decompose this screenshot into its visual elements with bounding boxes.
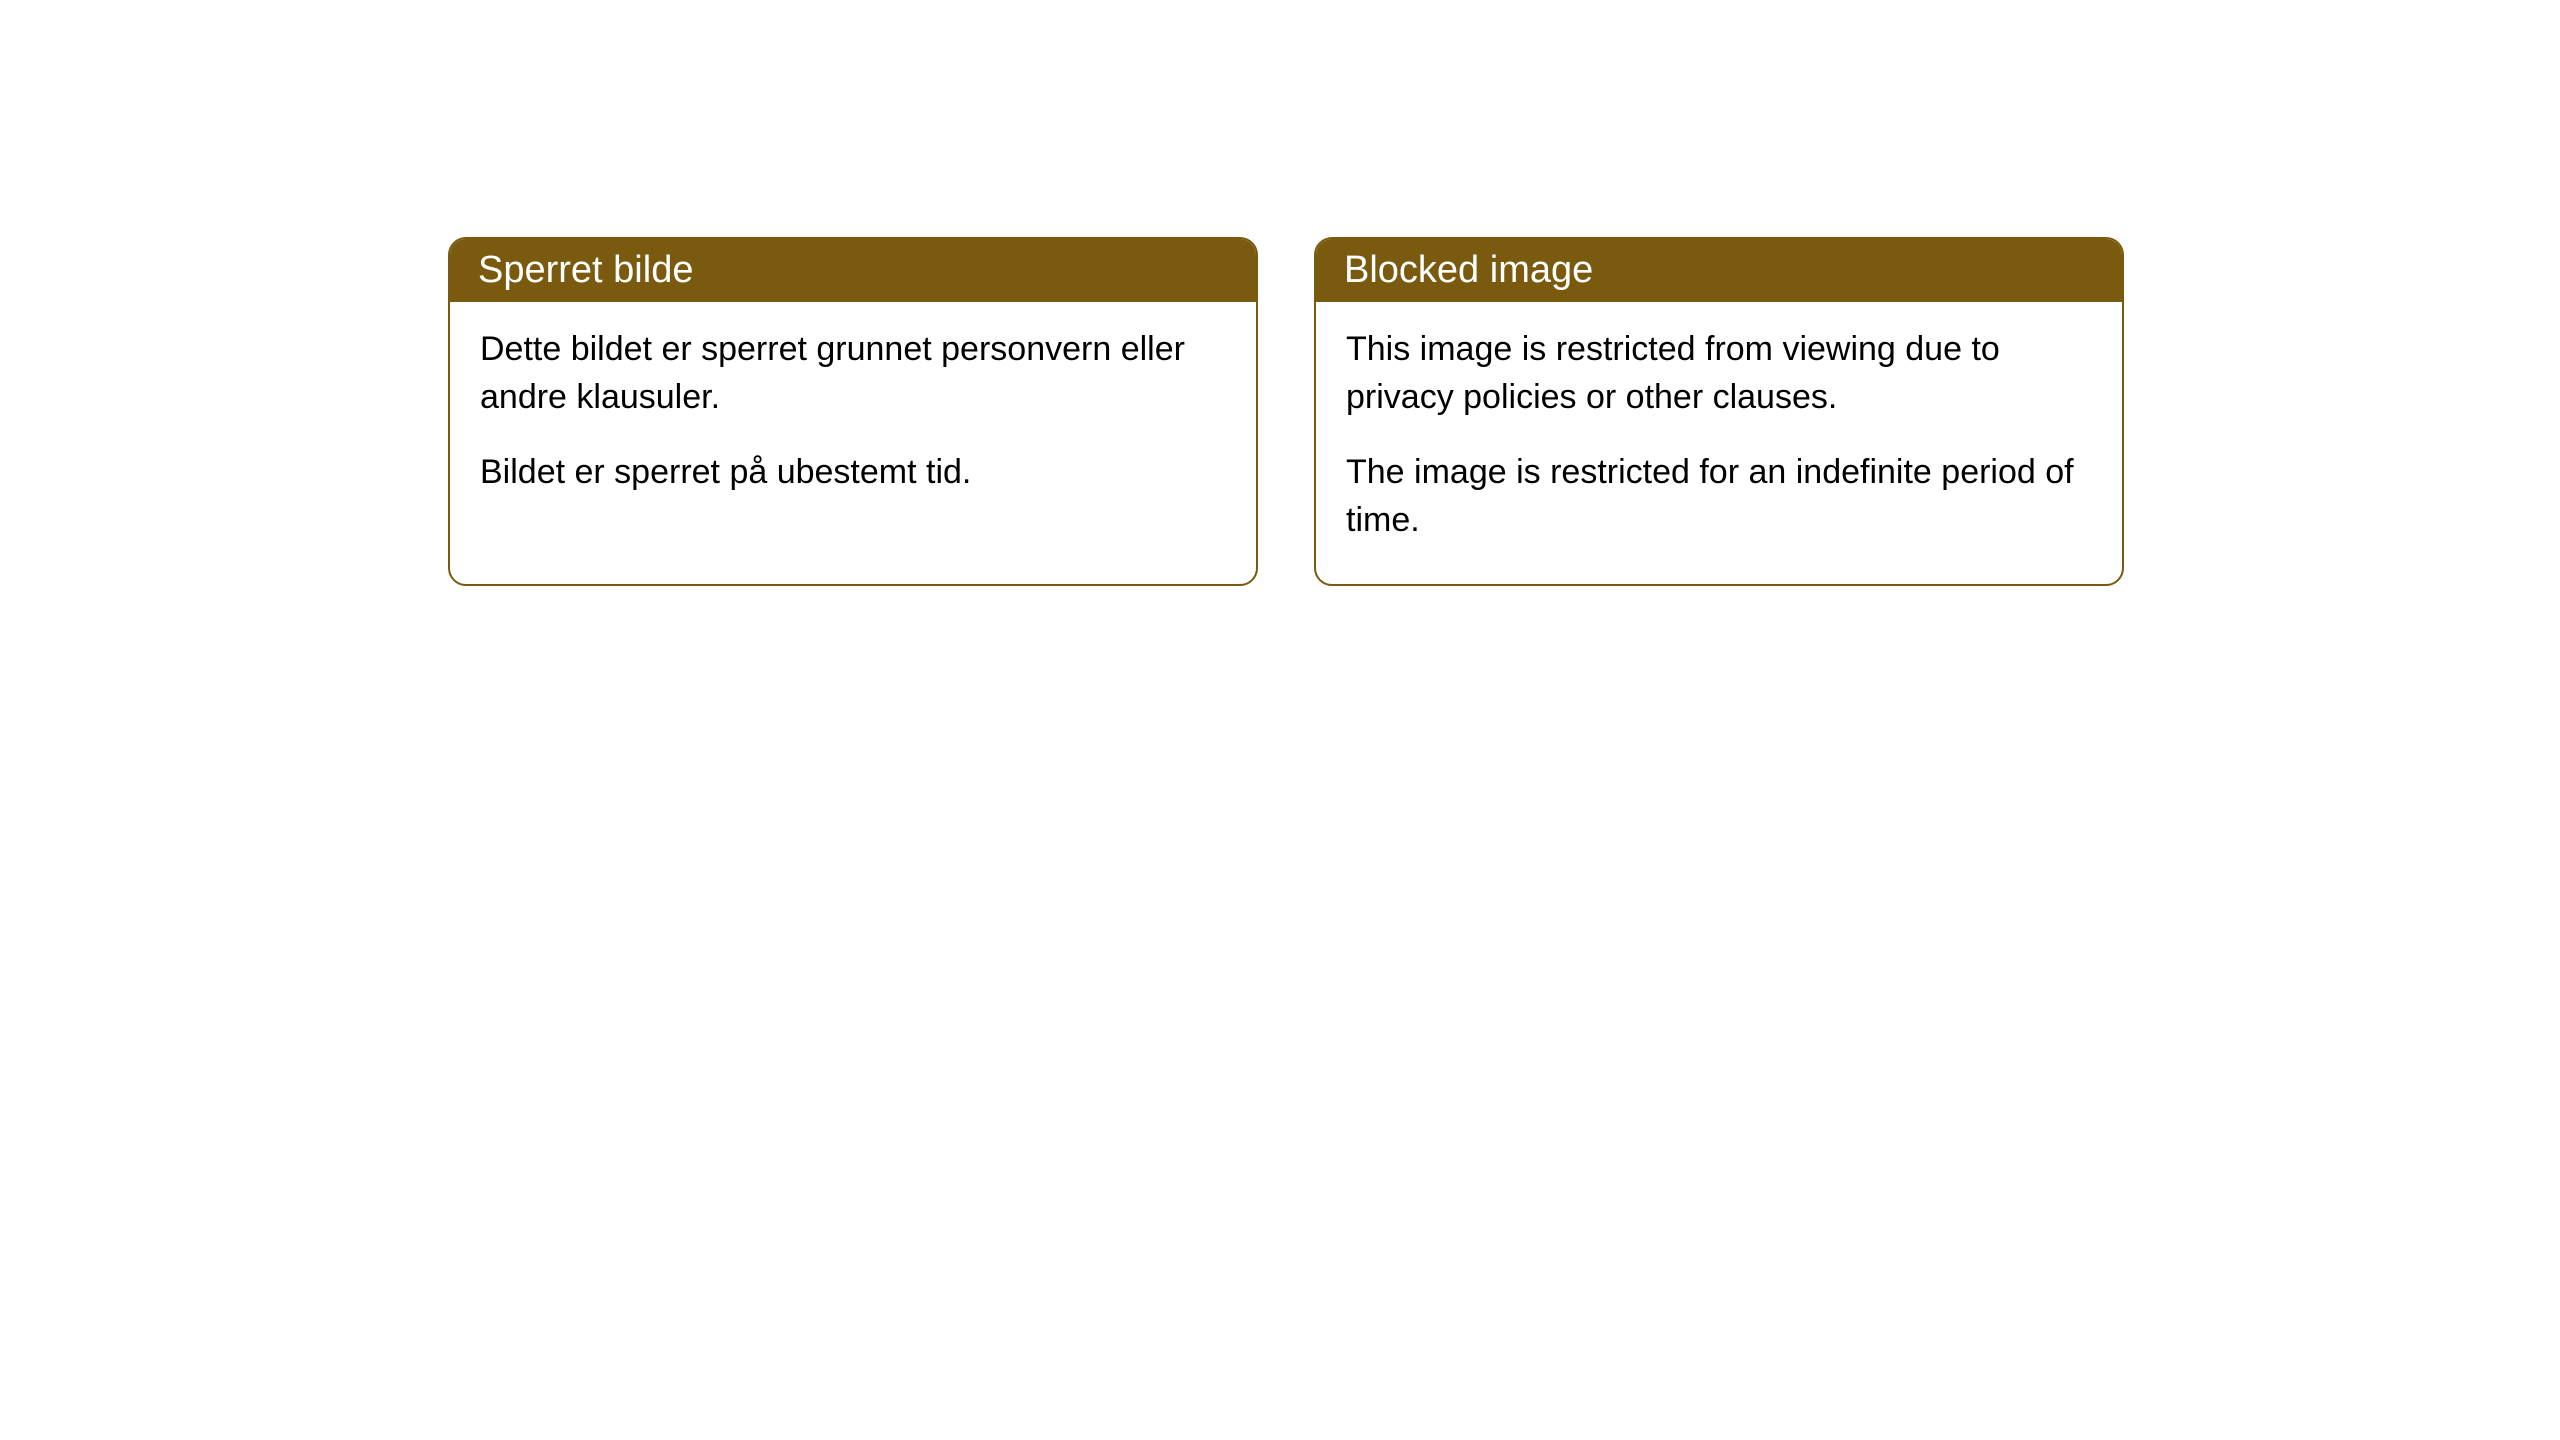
notice-paragraph: Bildet er sperret på ubestemt tid. (480, 449, 1226, 497)
notice-paragraph: The image is restricted for an indefinit… (1346, 449, 2092, 544)
notice-card-english: Blocked image This image is restricted f… (1314, 237, 2124, 586)
notice-body: Dette bildet er sperret grunnet personve… (450, 302, 1256, 537)
notice-card-norwegian: Sperret bilde Dette bildet er sperret gr… (448, 237, 1258, 586)
notice-paragraph: Dette bildet er sperret grunnet personve… (480, 326, 1226, 421)
notice-header: Sperret bilde (450, 239, 1256, 302)
notice-body: This image is restricted from viewing du… (1316, 302, 2122, 584)
notice-paragraph: This image is restricted from viewing du… (1346, 326, 2092, 421)
notice-container: Sperret bilde Dette bildet er sperret gr… (448, 237, 2124, 586)
notice-header: Blocked image (1316, 239, 2122, 302)
